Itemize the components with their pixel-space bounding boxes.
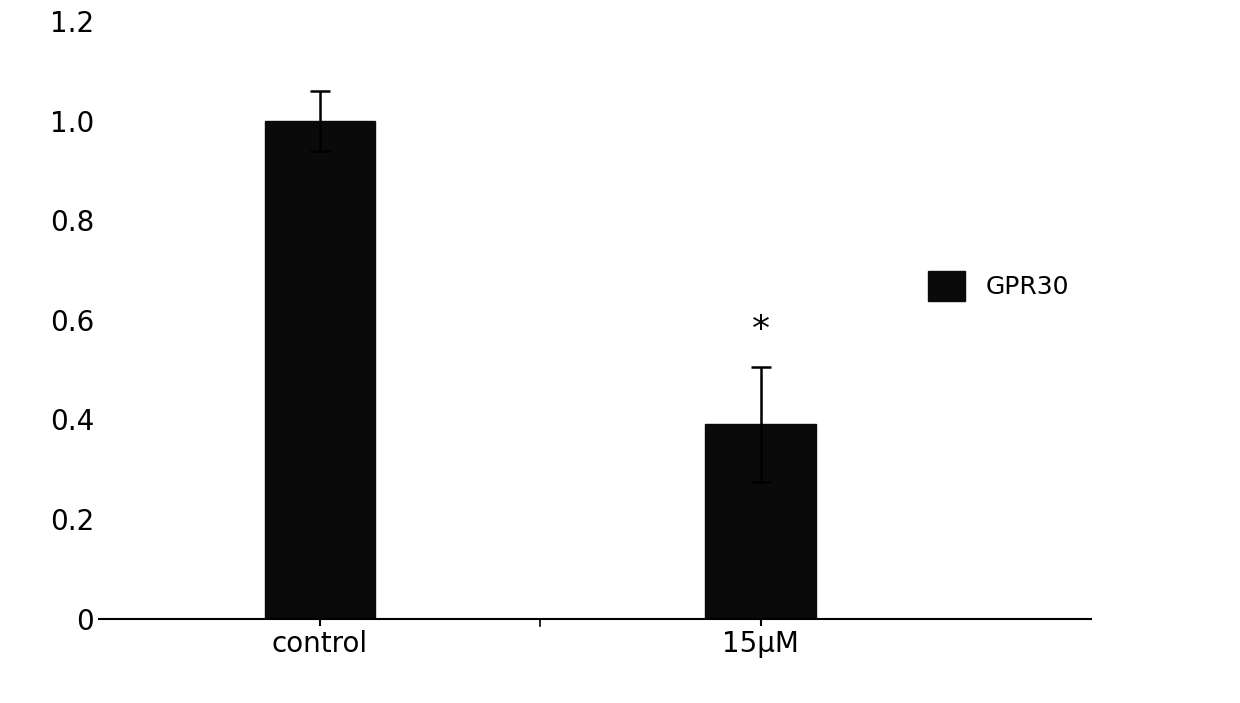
- Legend: GPR30: GPR30: [918, 261, 1079, 311]
- Bar: [264, 121, 374, 619]
- Text: *: *: [751, 314, 770, 347]
- Bar: [706, 425, 816, 619]
